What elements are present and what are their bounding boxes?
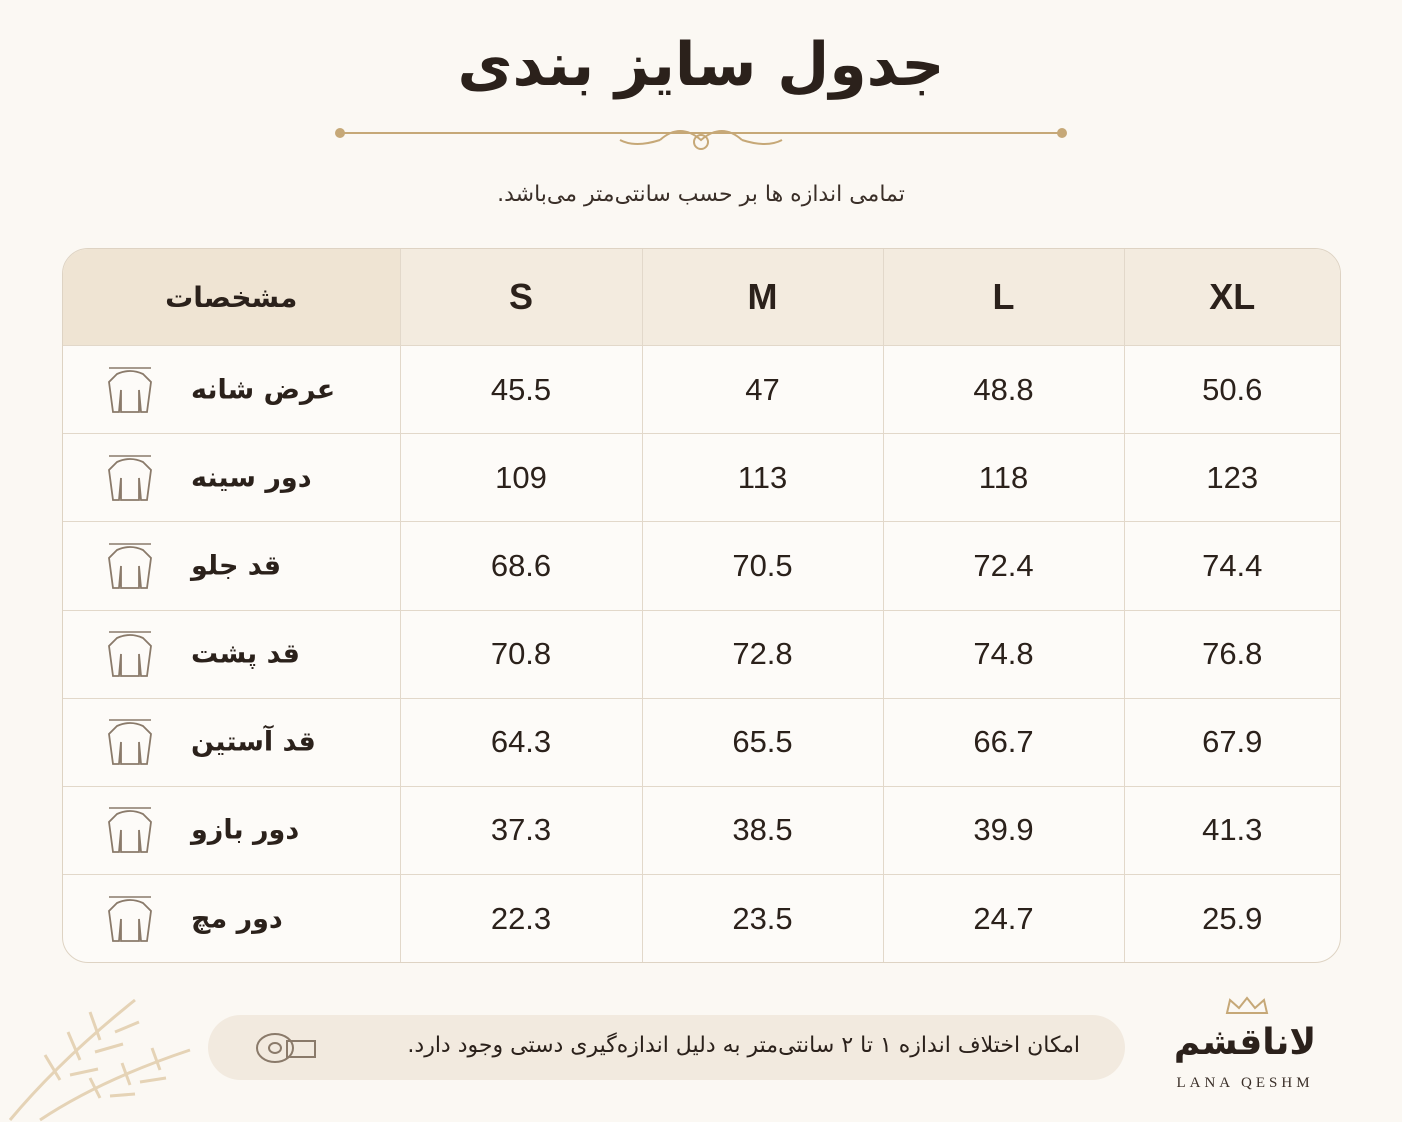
table: مشخصات S M L XL عرض شانه 45.5 47 48.8 50.6 دور سی… <box>63 249 1340 962</box>
subtitle: تمامی اندازه ها بر حسب سانتی‌متر می‌باشد… <box>497 182 905 207</box>
row-label: قد آستین <box>191 726 316 758</box>
brand: لاناقشم <box>1173 1022 1317 1063</box>
value-cell: 72.8 <box>641 609 884 699</box>
value-cell: 41.3 <box>1123 785 1340 876</box>
row-label: قد جلو <box>191 550 282 582</box>
row-label: دور مچ <box>191 903 283 935</box>
value-cell: 64.3 <box>399 697 643 787</box>
value-cell: 72.4 <box>882 521 1125 611</box>
wheat-decoration <box>8 998 191 1122</box>
row-label: دور بازو <box>191 814 300 846</box>
note-box: امکان اختلاف اندازه ۱ تا ۲ سانتی‌متر به … <box>208 1015 1125 1080</box>
row-label: دور سینه <box>191 462 312 494</box>
value-cell: 118 <box>882 433 1125 523</box>
row-label-cell: قد پشت <box>63 609 401 699</box>
value-cell: 23.5 <box>641 874 884 962</box>
value-cell: 76.8 <box>1123 609 1340 699</box>
row-label-cell: قد جلو <box>63 521 401 611</box>
tape-icon <box>256 1033 316 1063</box>
measure-icon <box>108 895 152 942</box>
table-row: دور بازو 37.3 38.5 39.9 41.3 <box>63 785 1340 876</box>
value-cell: 22.3 <box>399 874 643 962</box>
value-cell: 70.5 <box>641 521 884 611</box>
value-cell: 37.3 <box>399 785 643 876</box>
value-cell: 70.8 <box>399 609 643 699</box>
measure-icon <box>108 366 152 413</box>
column-header: XL <box>1123 249 1340 346</box>
row-label-cell: دور بازو <box>63 785 401 876</box>
header-row: مشخصات S M L XL <box>63 249 1340 346</box>
table-row: قد جلو 68.6 70.5 72.4 74.4 <box>63 521 1340 611</box>
column-header: M <box>641 249 884 346</box>
crown <box>1225 996 1269 1014</box>
row-label-cell: قد آستین <box>63 697 401 787</box>
row-label: قد پشت <box>191 638 300 670</box>
value-cell: 48.8 <box>882 344 1125 435</box>
value-cell: 24.7 <box>882 874 1125 962</box>
ornament <box>335 128 1067 150</box>
value-cell: 45.5 <box>399 344 643 435</box>
title: جدول سایز بندی <box>457 30 945 100</box>
size-table: مشخصات S M L XL عرض شانه 45.5 47 48.8 50.6 دور سی… <box>62 248 1341 963</box>
row-label-cell: دور سینه <box>63 433 401 523</box>
measure-icon <box>108 455 152 501</box>
value-cell: 113 <box>641 433 884 523</box>
row-label-cell: دور مچ <box>63 874 401 962</box>
value-cell: 38.5 <box>641 785 884 876</box>
table-row: قد پشت 70.8 72.8 74.8 76.8 <box>63 609 1340 699</box>
measure-icon <box>108 543 152 589</box>
value-cell: 67.9 <box>1123 697 1340 787</box>
measure-icon <box>108 807 152 854</box>
table-row: دور مچ 22.3 23.5 24.7 25.9 <box>63 874 1340 962</box>
column-header: S <box>399 249 643 346</box>
note: امکان اختلاف اندازه ۱ تا ۲ سانتی‌متر به … <box>407 1033 1080 1058</box>
value-cell: 50.6 <box>1123 344 1340 435</box>
row-label: عرض شانه <box>191 374 336 406</box>
brand-latin: LANA QESHM <box>1176 1075 1314 1091</box>
measure-icon <box>108 631 152 677</box>
value-cell: 47 <box>641 344 884 435</box>
table-row: قد آستین 64.3 65.5 66.7 67.9 <box>63 697 1340 787</box>
value-cell: 74.8 <box>882 609 1125 699</box>
table-row: دور سینه 109 113 118 123 <box>63 433 1340 523</box>
value-cell: 68.6 <box>399 521 643 611</box>
value-cell: 123 <box>1123 433 1340 523</box>
value-cell: 65.5 <box>641 697 884 787</box>
value-cell: 39.9 <box>882 785 1125 876</box>
measure-icon <box>108 719 152 766</box>
table-row: عرض شانه 45.5 47 48.8 50.6 <box>63 344 1340 435</box>
value-cell: 66.7 <box>882 697 1125 787</box>
row-label-cell: عرض شانه <box>63 344 401 435</box>
value-cell: 109 <box>399 433 643 523</box>
value-cell: 74.4 <box>1123 521 1340 611</box>
value-cell: 25.9 <box>1123 874 1340 962</box>
column-header: مشخصات <box>63 249 401 346</box>
column-header: L <box>882 249 1125 346</box>
